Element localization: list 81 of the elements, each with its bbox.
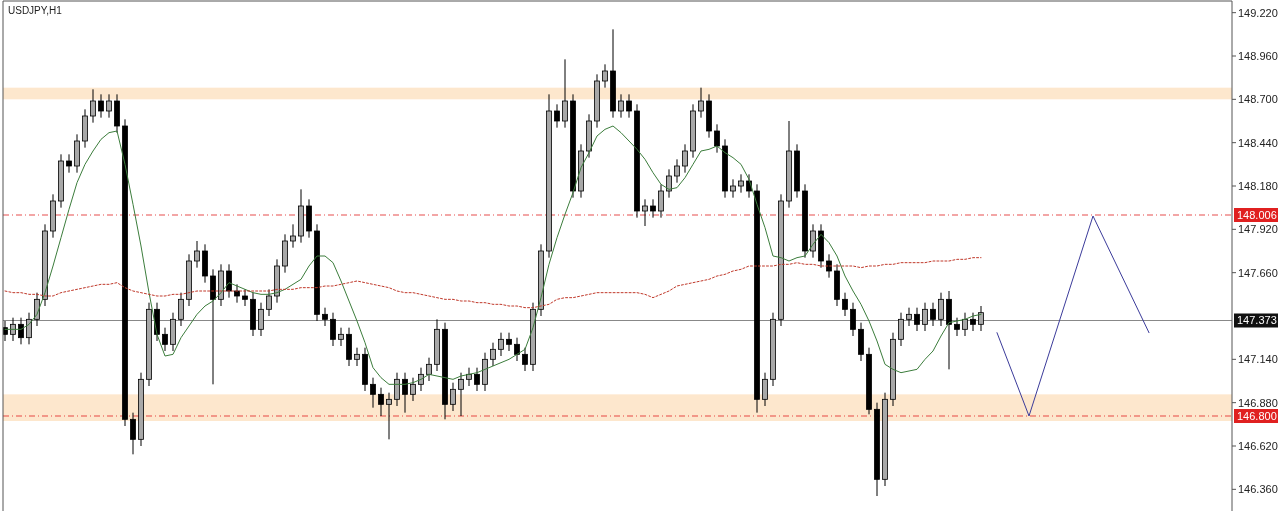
y-tick-label: 147.140	[1238, 353, 1278, 366]
candlestick	[426, 357, 432, 382]
chart-title: USDJPY,H1	[8, 5, 63, 16]
candlestick	[970, 312, 976, 332]
y-tick-label: 146.360	[1238, 483, 1278, 496]
candlestick	[658, 183, 664, 219]
candlestick	[498, 332, 504, 357]
candlestick	[162, 327, 168, 352]
y-tick-label: 148.960	[1238, 49, 1278, 62]
ref-line-label: 148.006	[1237, 208, 1277, 221]
candlestick	[98, 93, 104, 119]
candlestick	[290, 223, 296, 249]
candlestick	[602, 63, 608, 89]
candlestick	[394, 372, 400, 407]
candlestick	[674, 158, 680, 184]
candlestick	[330, 312, 336, 347]
candlestick	[210, 268, 216, 385]
candlestick	[130, 412, 136, 455]
candlestick	[178, 292, 184, 327]
candlestick	[962, 312, 968, 337]
candlestick	[266, 288, 272, 317]
candlestick	[618, 93, 624, 119]
candlestick	[378, 387, 384, 417]
candlestick	[226, 263, 232, 299]
y-tick-label: 147.660	[1238, 266, 1278, 279]
y-tick-label: 147.920	[1238, 223, 1278, 236]
candlestick	[458, 372, 464, 417]
candlestick	[338, 327, 344, 347]
y-tick-label: 146.880	[1238, 396, 1278, 409]
y-tick-label: 148.180	[1238, 179, 1278, 192]
candlestick	[514, 337, 520, 362]
candlestick	[930, 302, 936, 327]
candlestick	[106, 93, 112, 119]
candlestick	[26, 312, 32, 345]
candlestick	[954, 317, 960, 337]
candlestick	[234, 283, 240, 304]
candlestick	[922, 302, 928, 332]
candlestick	[642, 198, 648, 227]
candlestick	[354, 347, 360, 367]
line-series	[4, 257, 982, 309]
ref-line-label: 146.800	[1237, 409, 1277, 422]
candlestick	[66, 153, 72, 174]
candlestick	[810, 223, 816, 259]
candlestick	[370, 377, 376, 409]
candlestick	[466, 367, 472, 387]
candlestick	[898, 312, 904, 347]
candlestick	[666, 168, 672, 199]
candlestick	[978, 305, 984, 332]
candlestick	[18, 317, 24, 345]
candlestick	[762, 372, 768, 407]
candlestick	[906, 307, 912, 327]
candlestick	[714, 123, 720, 154]
candlestick	[730, 178, 736, 199]
y-tick-label: 149.220	[1238, 6, 1278, 19]
candlestick	[194, 240, 200, 269]
y-tick-label: 148.700	[1238, 93, 1278, 106]
candlestick	[474, 367, 480, 392]
candlestick	[506, 332, 512, 352]
candlestick	[850, 302, 856, 337]
candlestick	[410, 377, 416, 402]
candlestick	[938, 292, 944, 327]
candlestick	[490, 342, 496, 367]
candlestick	[322, 307, 328, 327]
candlestick	[698, 87, 704, 119]
candlestick	[258, 302, 264, 337]
candlestick	[682, 143, 688, 174]
ref-line-label: 147.373	[1237, 314, 1277, 327]
candlestick	[738, 173, 744, 194]
candlestick	[450, 382, 456, 412]
y-tick-label: 146.620	[1238, 439, 1278, 452]
candlestick	[914, 307, 920, 332]
candlestick	[402, 372, 408, 414]
candlestick	[386, 392, 392, 440]
candlestick	[554, 103, 560, 129]
candlestick	[842, 292, 848, 317]
candlestick	[626, 93, 632, 119]
y-tick-label: 148.440	[1238, 136, 1278, 149]
candlestick	[650, 198, 656, 219]
candlestick	[90, 88, 96, 124]
candlestick	[562, 58, 568, 129]
candlestick	[522, 347, 528, 372]
